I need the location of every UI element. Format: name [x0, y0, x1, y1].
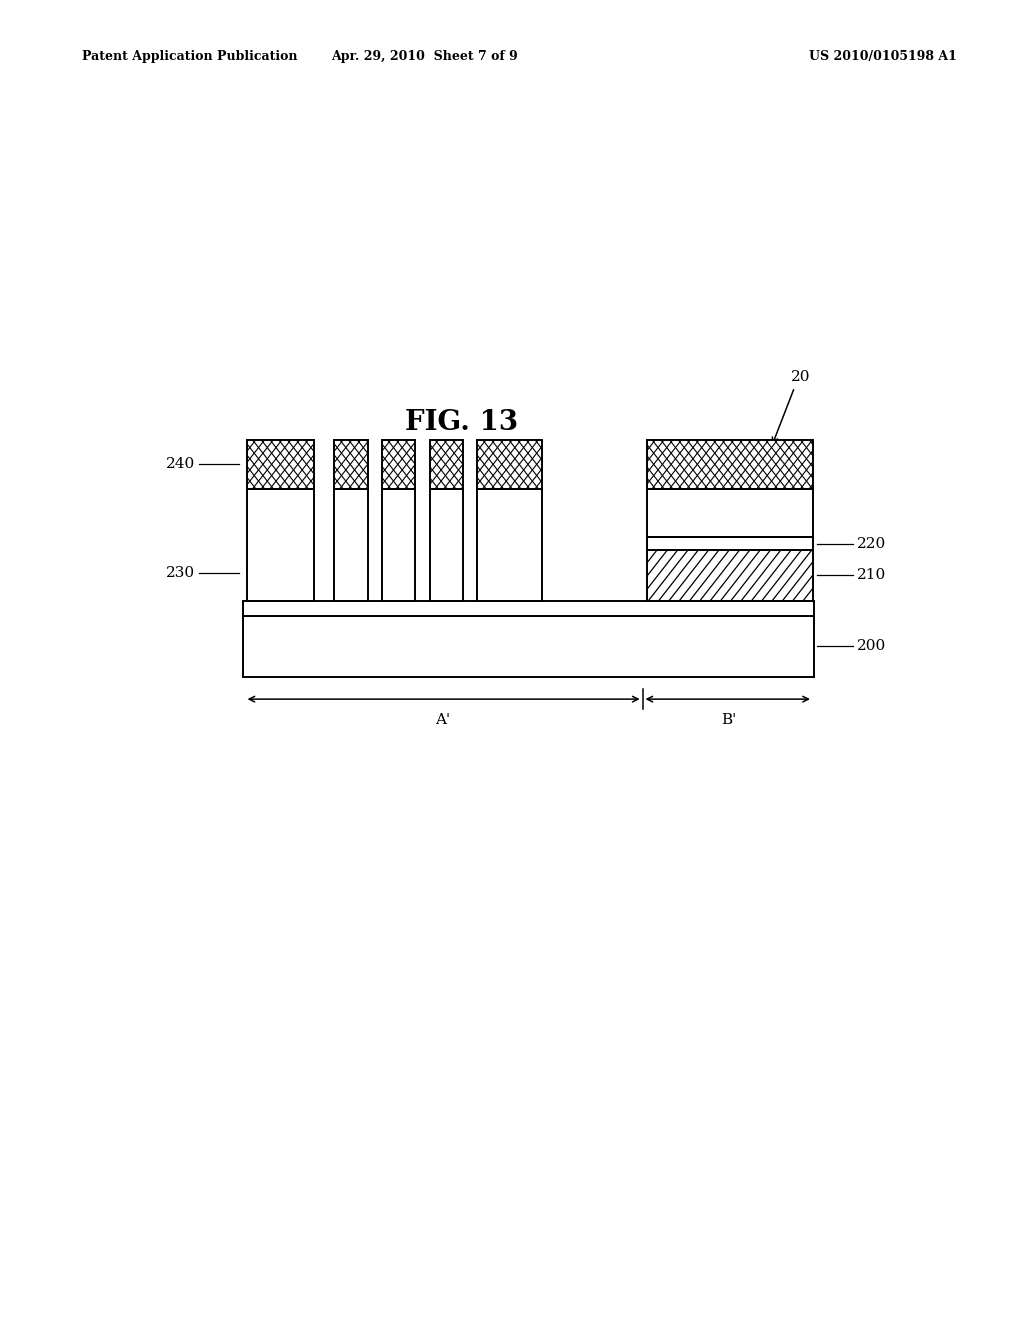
- Bar: [247, 440, 314, 488]
- Bar: [646, 488, 813, 537]
- Text: 220: 220: [856, 536, 886, 550]
- Bar: [334, 440, 368, 488]
- Bar: [430, 440, 463, 488]
- Bar: [430, 488, 463, 601]
- Bar: [646, 550, 813, 601]
- Bar: [477, 488, 543, 601]
- Bar: [430, 440, 463, 488]
- Bar: [646, 440, 813, 488]
- Text: 240: 240: [166, 457, 196, 471]
- Bar: [646, 440, 813, 488]
- Text: 230: 230: [166, 565, 196, 579]
- Text: 210: 210: [856, 569, 886, 582]
- Text: FIG. 13: FIG. 13: [404, 409, 518, 436]
- Bar: [247, 440, 314, 488]
- Bar: [477, 440, 543, 488]
- Bar: [334, 440, 368, 488]
- Text: B': B': [721, 713, 736, 727]
- Bar: [243, 601, 814, 615]
- Bar: [382, 440, 416, 488]
- Bar: [334, 440, 368, 488]
- Bar: [382, 488, 416, 601]
- Bar: [646, 550, 813, 601]
- Bar: [247, 440, 314, 488]
- Bar: [243, 615, 814, 677]
- Bar: [382, 440, 416, 488]
- Bar: [382, 440, 416, 488]
- Bar: [646, 440, 813, 488]
- Text: A': A': [435, 713, 451, 727]
- Text: Patent Application Publication: Patent Application Publication: [82, 50, 297, 63]
- Bar: [646, 537, 813, 550]
- Text: US 2010/0105198 A1: US 2010/0105198 A1: [809, 50, 956, 63]
- Text: 20: 20: [791, 370, 810, 384]
- Bar: [334, 488, 368, 601]
- Bar: [247, 488, 314, 601]
- Text: 200: 200: [856, 639, 886, 653]
- Bar: [477, 440, 543, 488]
- Text: Apr. 29, 2010  Sheet 7 of 9: Apr. 29, 2010 Sheet 7 of 9: [332, 50, 518, 63]
- Bar: [477, 440, 543, 488]
- Bar: [430, 440, 463, 488]
